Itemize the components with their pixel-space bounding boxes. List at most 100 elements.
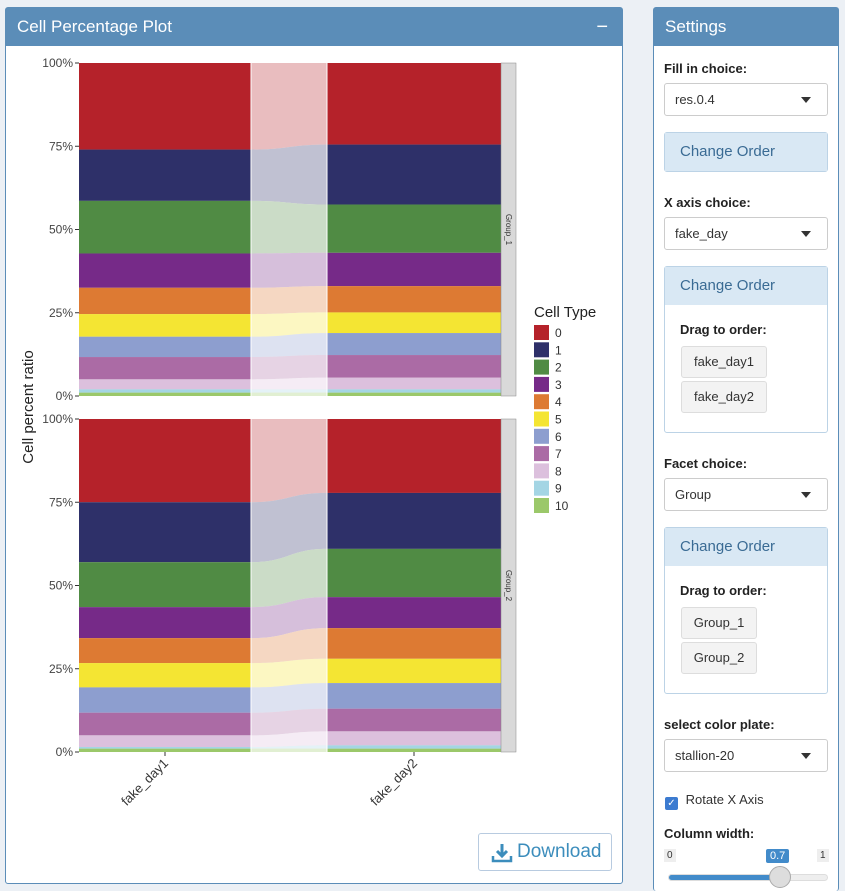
color-select[interactable]: stallion-20 — [664, 739, 828, 772]
legend-label-5: 5 — [555, 413, 562, 427]
bar-segment-fake_day1-0 — [79, 63, 251, 150]
settings-title: Settings — [654, 8, 838, 46]
slider-handle[interactable] — [769, 866, 791, 888]
alluvium-5 — [251, 312, 327, 337]
fill-select[interactable]: res.0.4 — [664, 83, 828, 116]
alluvium-8 — [251, 731, 327, 748]
drag-item[interactable]: Group_1 — [681, 607, 757, 639]
drag-item[interactable]: Group_2 — [681, 642, 757, 674]
facet-label-Group_1: Group_1 — [504, 214, 513, 246]
column-width-label: Column width: — [664, 826, 755, 841]
x-axis-value: fake_day — [675, 226, 728, 241]
bar-segment-fake_day1-8 — [79, 735, 251, 748]
y-tick-label: 0% — [56, 745, 74, 759]
x-tick-label: fake_day2 — [367, 756, 420, 809]
chevron-down-icon — [801, 492, 811, 498]
alluvium-7 — [251, 708, 327, 736]
legend-key-7 — [534, 446, 549, 462]
facet-order-panel: Change Order Drag to order: Group_1 Grou… — [664, 527, 828, 694]
bar-segment-fake_day2-8 — [327, 377, 501, 390]
settings-panel: Settings Fill in choice: res.0.4 Change … — [653, 7, 839, 891]
bar-segment-fake_day1-9 — [79, 389, 251, 393]
chevron-down-icon — [801, 231, 811, 237]
drag-label: Drag to order: — [680, 583, 767, 598]
slider-max: 1 — [817, 849, 829, 862]
legend-key-3 — [534, 376, 549, 392]
x-order-panel: Change Order Drag to order: fake_day1 fa… — [664, 266, 828, 433]
download-button[interactable]: Download — [478, 833, 612, 871]
legend-label-4: 4 — [555, 395, 562, 409]
bar-segment-fake_day1-10 — [79, 748, 251, 752]
bar-segment-fake_day1-5 — [79, 314, 251, 337]
y-tick-label: 0% — [56, 389, 74, 403]
bar-segment-fake_day1-5 — [79, 663, 251, 688]
fill-change-order[interactable]: Change Order — [664, 132, 828, 172]
facet-strip — [500, 418, 517, 753]
change-order-button[interactable]: Change Order — [665, 528, 827, 566]
bar-segment-fake_day2-1 — [327, 144, 501, 205]
drag-item[interactable]: fake_day2 — [681, 381, 767, 413]
color-value: stallion-20 — [675, 748, 735, 763]
collapse-icon[interactable]: − — [596, 16, 608, 38]
bar-segment-fake_day1-4 — [79, 638, 251, 664]
drag-label: Drag to order: — [680, 322, 767, 337]
legend-key-4 — [534, 394, 549, 410]
legend-key-0 — [534, 325, 549, 340]
change-order-button[interactable]: Change Order — [665, 267, 827, 305]
legend-label-1: 1 — [555, 343, 562, 357]
legend-label-9: 9 — [555, 482, 562, 496]
legend-title: Cell Type — [534, 304, 596, 321]
y-tick-label: 50% — [49, 223, 73, 237]
alluvium-0 — [251, 419, 327, 503]
legend-label-2: 2 — [555, 361, 562, 375]
facet-strip — [500, 62, 517, 397]
facet-value: Group — [675, 487, 712, 502]
y-tick-label: 75% — [49, 139, 73, 153]
x-axis-label: X axis choice: — [664, 195, 751, 210]
rotate-x-checkbox[interactable]: ✓ Rotate X Axis — [665, 792, 764, 810]
alluvium-2 — [251, 200, 327, 254]
download-icon — [491, 844, 513, 863]
bar-segment-fake_day2-5 — [327, 658, 501, 684]
alluvium-5 — [251, 658, 327, 688]
facet-select[interactable]: Group — [664, 478, 828, 511]
download-label: Download — [517, 841, 602, 862]
bar-segment-fake_day2-9 — [327, 389, 501, 393]
x-axis-select[interactable]: fake_day — [664, 217, 828, 250]
checkbox-checked-icon[interactable]: ✓ — [665, 797, 678, 810]
bar-segment-fake_day1-8 — [79, 379, 251, 390]
column-width-slider[interactable] — [668, 874, 828, 881]
bar-segment-fake_day2-3 — [327, 252, 501, 287]
legend-key-10 — [534, 498, 549, 513]
legend-label-10: 10 — [555, 499, 569, 513]
change-order-button[interactable]: Change Order — [665, 133, 827, 171]
alluvium-7 — [251, 355, 327, 380]
bar-segment-fake_day2-6 — [327, 683, 501, 709]
slider-min: 0 — [664, 849, 676, 862]
bar-segment-fake_day1-7 — [79, 357, 251, 380]
bar-segment-fake_day2-8 — [327, 731, 501, 746]
bar-segment-fake_day1-3 — [79, 253, 251, 288]
alluvium-8 — [251, 377, 327, 390]
y-axis-label: Cell percent ratio — [20, 350, 37, 463]
bar-segment-fake_day2-4 — [327, 628, 501, 659]
legend-key-8 — [534, 463, 549, 479]
bar-segment-fake_day2-0 — [327, 419, 501, 493]
chevron-down-icon — [801, 753, 811, 759]
bar-segment-fake_day2-5 — [327, 312, 501, 334]
x-tick-label: fake_day1 — [118, 756, 171, 809]
alluvium-4 — [251, 286, 327, 315]
fill-label: Fill in choice: — [664, 61, 748, 76]
plot-panel: Cell Percentage Plot − Group_1 0% 25% 50% 75%… — [5, 7, 623, 884]
bar-segment-fake_day2-10 — [327, 748, 501, 752]
bar-segment-fake_day1-4 — [79, 287, 251, 315]
drag-item[interactable]: fake_day1 — [681, 346, 767, 378]
alluvium-3 — [251, 252, 327, 288]
legend-label-8: 8 — [555, 464, 562, 478]
bar-segment-fake_day1-10 — [79, 392, 251, 396]
legend-label-0: 0 — [555, 326, 562, 340]
legend-key-5 — [534, 411, 549, 427]
bar-segment-fake_day1-0 — [79, 419, 251, 503]
alluvium-9 — [251, 389, 327, 393]
slider-value: 0.7 — [766, 849, 790, 863]
